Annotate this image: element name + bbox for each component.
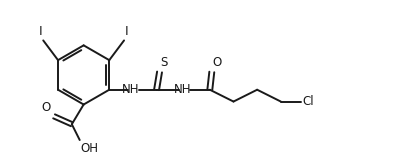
Text: O: O: [213, 56, 222, 69]
Text: O: O: [42, 101, 51, 114]
Text: I: I: [125, 25, 129, 38]
Text: Cl: Cl: [302, 95, 314, 108]
Text: I: I: [39, 25, 42, 38]
Text: NH: NH: [122, 83, 140, 96]
Text: S: S: [160, 56, 168, 69]
Text: OH: OH: [81, 142, 99, 155]
Text: NH: NH: [174, 83, 191, 96]
